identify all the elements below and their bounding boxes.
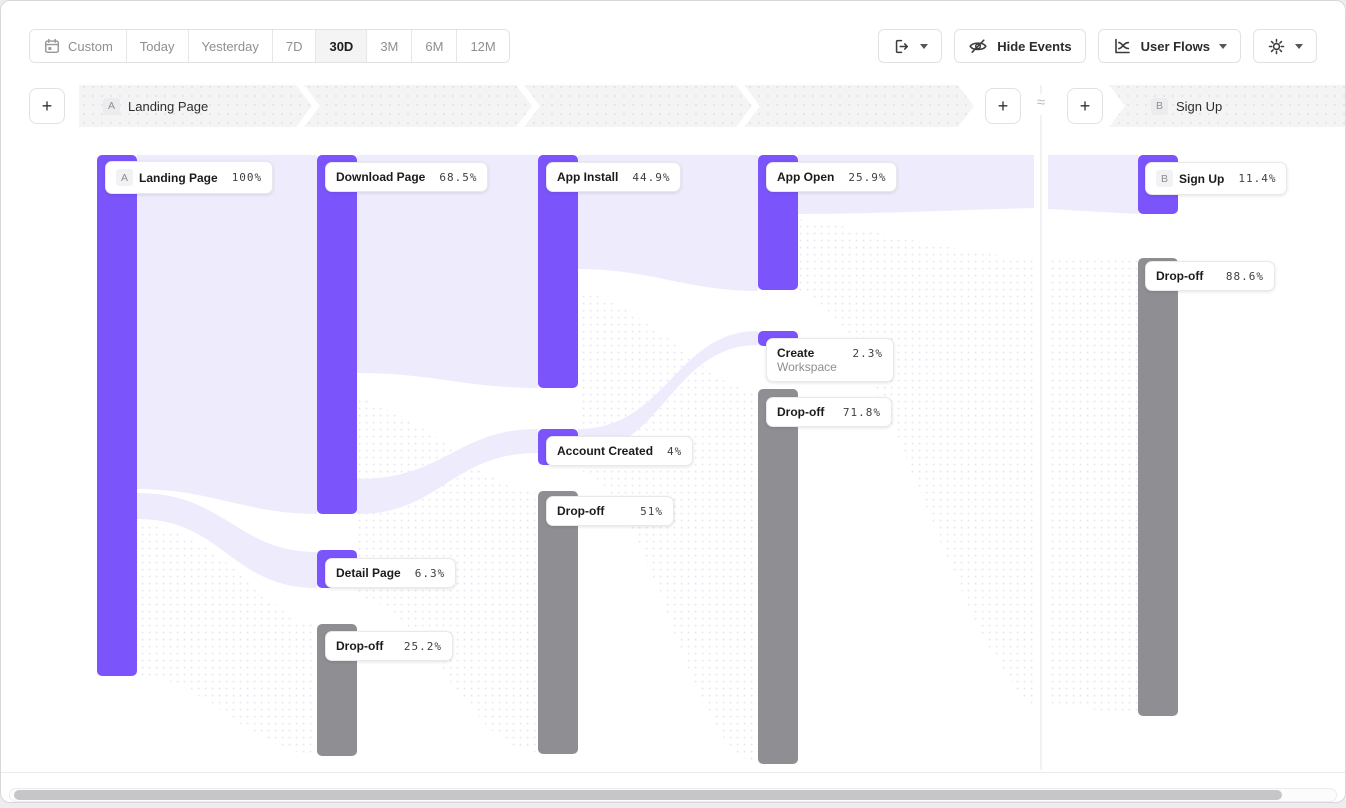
step-a-title: Landing Page — [128, 98, 209, 114]
flow-appopen-to-signup-right — [1048, 155, 1138, 214]
add-step-button-start-b[interactable]: + — [1067, 88, 1103, 124]
node-label-dropoff-71[interactable]: Drop-off 71.8% — [766, 397, 892, 427]
node-label-app-open[interactable]: App Open 25.9% — [766, 162, 898, 192]
chevron-down-icon — [920, 43, 929, 49]
time-range-6m[interactable]: 6M — [412, 30, 458, 62]
node-bar-dropoff-51[interactable] — [538, 491, 578, 754]
node-label-dropoff-25[interactable]: Drop-off 25.2% — [325, 631, 453, 661]
gear-icon — [1267, 37, 1286, 56]
node-label-dropoff-51[interactable]: Drop-off 51% — [546, 496, 674, 526]
user-flows-view-button[interactable]: User Flows — [1097, 29, 1241, 63]
chart-bottom-border — [1, 772, 1345, 773]
flow-account-to-createworkspace — [578, 331, 758, 453]
node-badge: B — [1156, 170, 1173, 187]
time-range-yesterday[interactable]: Yesterday — [188, 30, 273, 62]
time-range-today[interactable]: Today — [126, 30, 189, 62]
time-range-custom[interactable]: Custom — [30, 30, 127, 62]
node-label-create-workspace[interactable]: Create 2.3% Workspace — [766, 338, 894, 382]
node-bar-download-page[interactable] — [317, 155, 357, 514]
time-range-3m[interactable]: 3M — [367, 30, 413, 62]
flow-chart-icon — [1112, 36, 1132, 56]
user-flows-label: User Flows — [1140, 38, 1210, 54]
node-label-account-created[interactable]: Account Created 4% — [546, 436, 694, 466]
node-bar-dropoff-88[interactable] — [1138, 258, 1178, 716]
flow-landing-to-download — [137, 155, 317, 514]
export-icon — [892, 37, 911, 56]
step-band-a[interactable] — [79, 85, 974, 127]
step-a-label[interactable]: A Landing Page — [103, 85, 208, 127]
flow-landing-to-dropoff — [137, 523, 317, 754]
add-step-button-left[interactable]: + — [29, 88, 65, 124]
add-step-button-end-a[interactable]: + — [985, 88, 1021, 124]
eye-off-icon — [968, 36, 988, 56]
step-b-badge: B — [1151, 97, 1168, 115]
chevron-down-icon — [1295, 43, 1303, 49]
node-badge: A — [116, 169, 133, 186]
export-button[interactable] — [878, 29, 943, 63]
node-bar-dropoff-71[interactable] — [758, 389, 798, 764]
time-range-30d[interactable]: 30D — [316, 30, 368, 62]
node-label-app-install[interactable]: App Install 44.9% — [546, 162, 682, 192]
step-band-b[interactable] — [1109, 85, 1346, 127]
settings-button[interactable] — [1253, 29, 1317, 63]
calendar-icon — [43, 37, 61, 55]
chevron-down-icon — [1219, 43, 1227, 49]
flow-appopen-to-dropoff-right — [1048, 258, 1138, 714]
step-a-badge: A — [103, 97, 120, 115]
node-label-download-page[interactable]: Download Page 68.5% — [325, 162, 489, 192]
toolbar-right-group: Hide Events User Flows — [878, 29, 1317, 63]
hide-events-button[interactable]: Hide Events — [954, 29, 1086, 63]
time-range-label: Custom — [68, 38, 113, 54]
node-bar-app-install[interactable] — [538, 155, 578, 388]
node-bar-landing-page[interactable] — [97, 155, 137, 676]
horizontal-scrollbar[interactable] — [9, 788, 1337, 802]
node-label-landing-page[interactable]: A Landing Page 100% — [105, 161, 274, 194]
step-b-title: Sign Up — [1176, 98, 1223, 114]
time-range-selector: Custom Today Yesterday 7D 30D 3M 6M 12M — [29, 29, 510, 63]
time-range-12m[interactable]: 12M — [457, 30, 509, 62]
node-label-detail-page[interactable]: Detail Page 6.3% — [325, 558, 457, 588]
toolbar: Custom Today Yesterday 7D 30D 3M 6M 12M — [29, 29, 1317, 63]
flow-landing-to-detail — [137, 493, 317, 588]
flow-download-to-account — [357, 429, 538, 514]
step-header-band — [79, 85, 1346, 127]
section-separator: ≈ — [1036, 94, 1046, 111]
horizontal-scrollbar-thumb[interactable] — [14, 790, 1282, 800]
time-range-7d[interactable]: 7D — [272, 30, 317, 62]
step-b-label[interactable]: B Sign Up — [1151, 85, 1222, 127]
flow-download-to-appinstall — [357, 155, 538, 388]
node-label-sign-up[interactable]: B Sign Up 11.4% — [1145, 162, 1288, 195]
flow-appopen-to-dropoff-left — [798, 219, 1034, 707]
node-label-dropoff-88[interactable]: Drop-off 88.6% — [1145, 261, 1275, 291]
hide-events-label: Hide Events — [997, 38, 1072, 54]
